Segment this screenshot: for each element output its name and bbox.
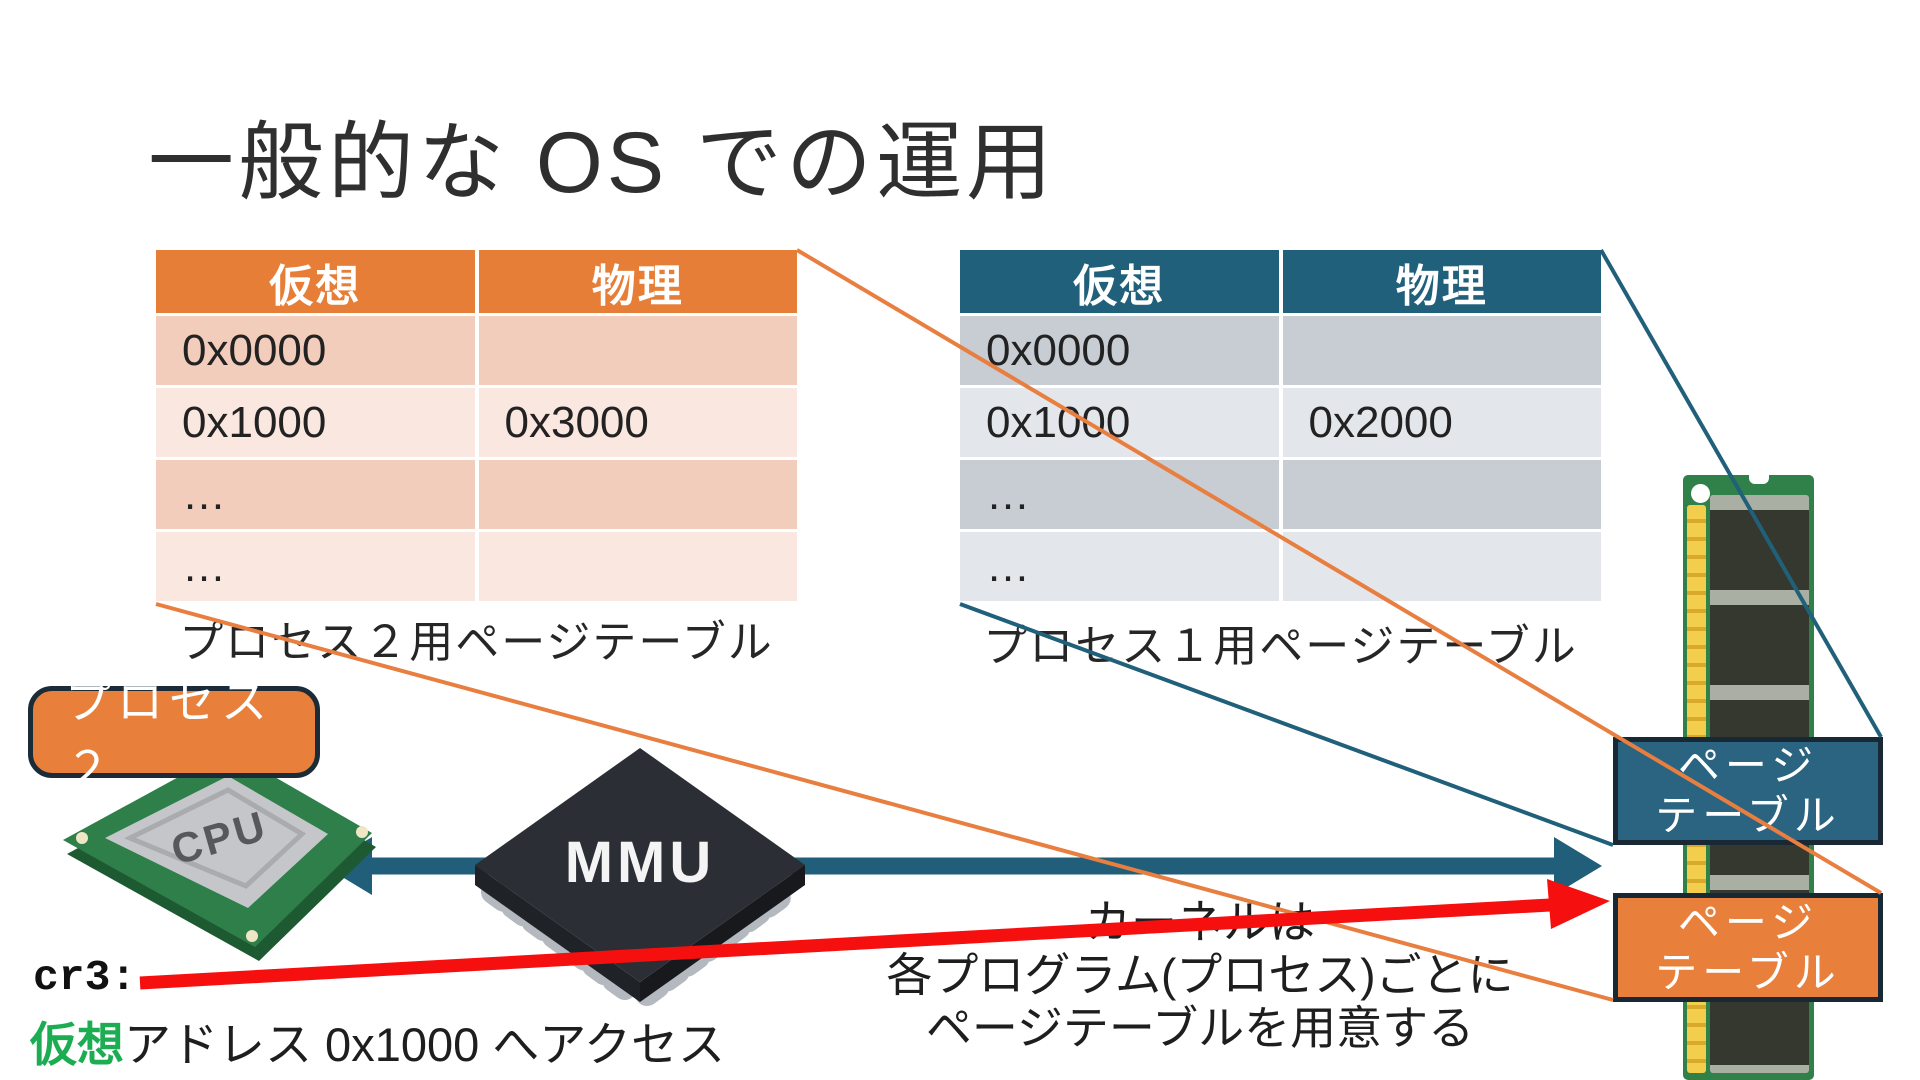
page-table-box-label: テーブル	[1655, 792, 1841, 839]
table-cell: …	[960, 532, 1279, 601]
cr3-register-label: cr3:	[33, 953, 137, 1002]
table-cell: 0x1000	[960, 388, 1279, 457]
table-row: …	[156, 460, 797, 529]
mmu-label: MMU	[565, 830, 716, 895]
page-table-box-label: ページ	[1677, 742, 1819, 789]
table-cell	[1282, 316, 1601, 385]
process2-badge: プロセス２	[28, 676, 320, 794]
table-cell: 0x0000	[156, 316, 475, 385]
kernel-note-line: カーネルは	[1085, 896, 1315, 948]
table-header-cell: 仮想	[960, 250, 1279, 313]
table-row: …	[960, 532, 1601, 601]
table-row: …	[156, 532, 797, 601]
mmu-chip-illustration: MMU	[475, 748, 805, 1006]
table-cell	[1282, 460, 1601, 529]
page-table-box-label: ページ	[1677, 898, 1819, 946]
process2-badge-label: プロセス２	[65, 676, 273, 794]
slide-title: 一般的な OS での運用	[148, 115, 1057, 211]
table-row: 0x0000	[960, 316, 1601, 385]
table-cell: 0x3000	[478, 388, 797, 457]
process1-page-table: 仮想 物理 0x0000 0x1000 0x2000 … …	[960, 250, 1601, 604]
table-row: 0x1000 0x2000	[960, 388, 1601, 457]
page-table-box-label: テーブル	[1655, 948, 1841, 996]
kernel-note: カーネルは 各プログラム(プロセス)ごとに ページテーブルを用意する	[780, 896, 1620, 1055]
table-header-row: 仮想 物理	[156, 250, 797, 313]
table-cell: …	[960, 460, 1279, 529]
table-row: 0x1000 0x3000	[156, 388, 797, 457]
kernel-note-line: 各プログラム(プロセス)ごとに	[886, 949, 1514, 1001]
table-header-cell: 物理	[478, 250, 797, 313]
virtual-highlight: 仮想	[30, 1018, 124, 1071]
table-cell: 0x1000	[156, 388, 475, 457]
ram-mount-hole	[1691, 484, 1710, 503]
ram-notch	[1749, 475, 1769, 484]
table-row: …	[960, 460, 1601, 529]
kernel-note-line: ページテーブルを用意する	[925, 1002, 1475, 1054]
table-row: 0x0000	[156, 316, 797, 385]
cpu-corner-dot	[76, 832, 88, 844]
process1-table-caption: プロセス１用ページテーブル	[983, 622, 1578, 671]
virtual-address-access-text: 仮想アドレス 0x1000 へアクセス	[30, 1006, 725, 1075]
table-header-row: 仮想 物理	[960, 250, 1601, 313]
table-header-cell: 仮想	[156, 250, 475, 313]
cpu-corner-dot	[246, 930, 258, 942]
process2-page-table: 仮想 物理 0x0000 0x1000 0x3000 … …	[156, 250, 797, 604]
table-cell	[478, 532, 797, 601]
table-header-cell: 物理	[1282, 250, 1601, 313]
process2-table-caption: プロセス２用ページテーブル	[179, 618, 774, 667]
table-cell: 0x0000	[960, 316, 1279, 385]
table-cell: …	[156, 532, 475, 601]
table-cell	[478, 316, 797, 385]
access-rest: アドレス 0x1000 へアクセス	[124, 1018, 725, 1071]
table-cell	[1282, 532, 1601, 601]
bus-arrowhead-right	[1554, 837, 1602, 895]
table-cell: 0x2000	[1282, 388, 1601, 457]
page-table-box-orange: ページ テーブル	[1613, 893, 1883, 1002]
table-cell: …	[156, 460, 475, 529]
table-cell	[478, 460, 797, 529]
cpu-corner-dot	[356, 826, 368, 838]
page-table-box-teal: ページ テーブル	[1613, 737, 1883, 845]
